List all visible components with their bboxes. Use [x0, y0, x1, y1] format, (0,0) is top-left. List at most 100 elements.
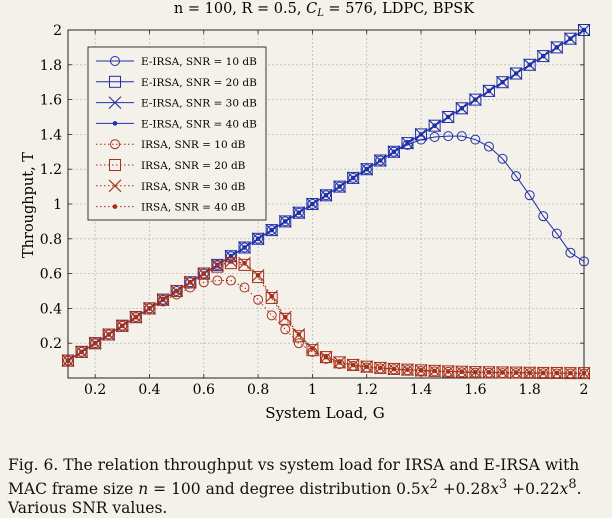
data-point	[242, 260, 247, 266]
data-point	[228, 259, 234, 264]
x-tick-label: 0.6	[193, 382, 215, 398]
data-point	[65, 358, 71, 363]
chart-title: n = 100, R = 0.5, CL = 576, LDPC, BPSK	[174, 1, 475, 19]
data-point	[282, 219, 288, 224]
data-point	[378, 158, 383, 163]
data-point	[212, 259, 223, 270]
x-tick-label: 1.4	[410, 382, 432, 398]
data-point	[445, 114, 451, 120]
y-tick-label: 1.6	[40, 93, 62, 109]
y-tick-label: 1	[53, 197, 62, 213]
data-point	[360, 163, 373, 176]
data-point	[143, 302, 156, 315]
data-point	[348, 172, 359, 183]
x-tick-label: 1.2	[356, 382, 378, 398]
x-tick-label: 1.8	[519, 382, 541, 398]
caption-text-3: +0.28	[442, 480, 491, 499]
data-point	[279, 312, 292, 325]
data-point	[242, 245, 247, 250]
legend-label: IRSA, SNR = 30 dB	[141, 181, 246, 193]
data-point	[537, 366, 550, 379]
data-point	[456, 131, 467, 142]
data-point	[364, 364, 370, 369]
data-point	[470, 134, 481, 145]
data-point	[418, 132, 424, 137]
data-point	[578, 24, 590, 36]
legend-label: IRSA, SNR = 10 dB	[141, 139, 246, 151]
data-point	[428, 119, 441, 132]
data-point	[554, 370, 560, 376]
legend-marker	[112, 121, 118, 126]
data-point	[265, 224, 278, 237]
data-point	[255, 273, 261, 278]
data-point	[455, 102, 468, 115]
data-point	[510, 67, 523, 80]
series-line	[67, 260, 584, 374]
data-point	[198, 277, 209, 288]
data-point	[473, 369, 478, 375]
data-point	[320, 189, 332, 202]
data-point	[307, 199, 318, 209]
legend-box	[87, 46, 267, 221]
data-point	[334, 181, 345, 192]
data-point	[157, 293, 170, 306]
data-point	[496, 366, 509, 379]
data-point	[306, 344, 319, 357]
data-point	[537, 50, 550, 63]
legend-label: IRSA, SNR = 20 dB	[141, 160, 246, 172]
y-tick-label: 0.2	[40, 336, 62, 352]
data-point	[524, 190, 535, 201]
data-point	[568, 36, 573, 41]
data-point	[279, 215, 292, 228]
legend-marker	[109, 75, 121, 88]
data-point	[540, 53, 546, 59]
data-point	[296, 332, 302, 337]
legend-item: E-IRSA, SNR = 20 dB	[96, 75, 257, 89]
legend-label: E-IRSA, SNR = 40 dB	[141, 118, 257, 130]
data-point	[581, 27, 587, 33]
data-point	[212, 275, 223, 286]
data-point	[429, 132, 440, 143]
data-point	[554, 45, 560, 50]
data-point	[482, 84, 495, 97]
caption-text-2: = 100 and degree distribution 0.5	[153, 480, 421, 499]
legend-item: E-IRSA, SNR = 40 dB	[96, 118, 257, 130]
data-point	[116, 319, 129, 332]
figure-label: Fig. 6.	[8, 456, 59, 474]
data-point	[197, 267, 210, 280]
legend-item: IRSA, SNR = 20 dB	[96, 159, 246, 172]
data-point	[497, 153, 508, 164]
legend-label: E-IRSA, SNR = 30 dB	[141, 98, 257, 110]
legend-item: IRSA, SNR = 40 dB	[96, 202, 246, 214]
data-point	[388, 146, 399, 157]
data-point	[310, 346, 315, 351]
legend-label: IRSA, SNR = 40 dB	[141, 202, 246, 214]
series-irsa-dot	[65, 259, 587, 376]
data-point	[513, 370, 519, 375]
data-point	[511, 171, 522, 182]
legend-marker	[112, 204, 118, 209]
data-point	[459, 369, 465, 375]
data-point	[401, 137, 414, 150]
data-point	[185, 277, 196, 288]
data-point	[321, 353, 331, 364]
caption-math-n: n	[138, 480, 149, 499]
data-point	[174, 288, 179, 294]
data-point	[323, 193, 329, 198]
svg-text:n = 100, R = 0.5, CL = 576, LD: n = 100, R = 0.5, CL = 576, LDPC, BPSK	[174, 1, 475, 19]
data-point	[360, 360, 373, 373]
legend-marker	[110, 139, 120, 150]
data-point	[469, 366, 482, 379]
y-tick-label: 0.8	[40, 232, 62, 248]
data-point	[568, 370, 573, 376]
data-point	[513, 71, 519, 76]
data-point	[364, 166, 370, 172]
data-point	[564, 367, 577, 380]
data-point	[266, 310, 277, 321]
data-point	[378, 365, 383, 371]
axes: 0.2 0.4 0.6 0.8 1 1.2 1.4 1.6 1.8 2 0.2 0.4 0.6 0.8 1 1…	[40, 23, 589, 398]
legend: E-IRSA, SNR = 10 dB E-IRSA, SNR = 20 dB E-…	[87, 46, 267, 221]
data-point	[442, 111, 455, 123]
data-point	[402, 139, 413, 150]
